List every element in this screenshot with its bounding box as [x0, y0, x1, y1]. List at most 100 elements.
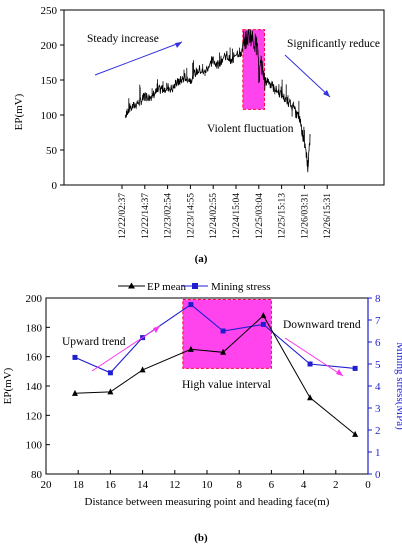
x-tick-label: 20 — [41, 479, 53, 491]
downward-trend-arrow — [284, 337, 344, 377]
x-tick-label: 12/23/02:54 — [164, 193, 174, 239]
mining-stress-line — [74, 303, 356, 374]
reduce-arrowhead — [323, 90, 330, 97]
y2-tick-label: 2 — [375, 425, 381, 437]
y2-tick-label: 1 — [375, 447, 381, 459]
panel-b-x-axis: 20 18 16 14 12 10 8 6 4 2 0 — [41, 470, 371, 491]
panel-a-y-axis: 0 50 100 150 200 250 — [41, 5, 64, 192]
panel-b-legend: EP mean Mining stress — [118, 281, 271, 293]
y2-tick-label: 8 — [375, 293, 381, 305]
y-tick-label: 0 — [52, 180, 58, 192]
high-value-interval-box — [182, 298, 272, 369]
y-tick-label: 160 — [26, 352, 43, 364]
x-tick-label: 12/24/02:55 — [209, 193, 219, 239]
x-tick-label: 4 — [301, 479, 307, 491]
y-tick-label: 140 — [26, 381, 43, 393]
high-value-interval-label: High value interval — [182, 379, 271, 391]
ep-mean-point — [352, 430, 359, 437]
y-tick-label: 150 — [41, 75, 58, 87]
mining-stress-point — [220, 328, 226, 334]
ep-mean-point — [220, 348, 227, 355]
highlight-rect — [242, 29, 265, 110]
y2-tick-label: 0 — [375, 469, 381, 481]
y-tick-label: 200 — [26, 293, 43, 305]
x-tick-label: 12/26/03:31 — [300, 193, 310, 239]
steady-increase-arrowhead — [175, 42, 182, 48]
x-tick-label: 12/23/14:55 — [186, 193, 196, 239]
y2-tick-label: 3 — [375, 403, 381, 415]
upward-trend-label: Upward trend — [62, 336, 126, 348]
x-tick-label: 2 — [333, 479, 339, 491]
reduce-arrow — [284, 54, 331, 98]
ep-mean-point — [71, 389, 78, 396]
y-tick-label: 100 — [26, 440, 43, 452]
x-tick-label: 0 — [365, 479, 371, 491]
mining-stress-point — [107, 370, 113, 376]
x-tick-label: 12/22/14:37 — [141, 193, 151, 239]
legend-stress-marker — [192, 283, 198, 289]
violent-fluctuation-label: Violent fluctuation — [207, 123, 294, 135]
downward-trend-label: Downward trend — [283, 319, 361, 331]
x-tick-label: 18 — [73, 479, 85, 491]
upward-trend-arrow — [91, 325, 161, 372]
x-tick-label: 12/24/15:04 — [232, 193, 242, 239]
y2-tick-label: 7 — [375, 315, 381, 327]
mining-stress-point — [72, 354, 78, 360]
legend-ep-marker — [128, 282, 135, 289]
panel-b-left-y-axis: 80 100 120 140 160 180 200 — [26, 293, 50, 481]
ep-mean-point — [139, 366, 146, 373]
ep-mean-point — [107, 388, 114, 395]
panel-a-caption: (a) — [195, 253, 208, 265]
upward-trend-arrowhead — [153, 326, 160, 333]
x-tick-label: 8 — [236, 479, 242, 491]
y2-tick-label: 5 — [375, 359, 381, 371]
ep-mean-point — [260, 312, 267, 319]
x-tick-label: 12/26/15:31 — [323, 193, 333, 239]
mining-stress-point — [260, 321, 266, 327]
panel-b-x-label: Distance between measuring point and hea… — [85, 496, 330, 508]
legend-stress-label: Mining stress — [211, 281, 271, 293]
ep-time-series — [125, 29, 311, 173]
significantly-reduce-label: Significantly reduce — [287, 38, 380, 50]
panel-a-frame — [63, 9, 385, 186]
y2-tick-label: 6 — [375, 337, 381, 349]
ep-mean-line — [74, 314, 356, 435]
mining-stress-point — [307, 361, 313, 367]
panel-b-y2-label: Mining stress(MPa) — [394, 342, 402, 430]
x-tick-label: 12/22/02:37 — [118, 193, 128, 239]
panel-b-y-label: EP(mV) — [2, 367, 14, 404]
x-tick-label: 14 — [137, 479, 149, 491]
panel-b-right-y-axis: 0 1 2 3 4 5 6 7 8 — [367, 293, 381, 481]
panel-b-caption: (b) — [194, 532, 208, 544]
mining-stress-point — [352, 365, 358, 371]
x-tick-label: 6 — [269, 479, 275, 491]
violent-fluctuation-box — [242, 29, 265, 110]
ep-line-path — [125, 29, 311, 173]
y-tick-label: 200 — [41, 40, 58, 52]
steady-increase-label: Steady increase — [87, 33, 159, 45]
x-tick-label: 12/25/03:04 — [255, 193, 265, 239]
y-tick-label: 80 — [31, 469, 43, 481]
panel-a-y-label: EP(mV) — [13, 93, 25, 130]
x-tick-label: 12/25/15:13 — [278, 193, 288, 239]
legend-ep-label: EP mean — [147, 281, 186, 293]
mining-stress-point — [188, 302, 194, 308]
ep-mean-point — [187, 345, 194, 352]
y-tick-label: 50 — [46, 145, 58, 157]
downward-trend-arrowhead — [336, 369, 343, 376]
x-tick-label: 10 — [202, 479, 214, 491]
y-tick-label: 120 — [26, 410, 43, 422]
x-tick-label: 12 — [169, 479, 180, 491]
panel-a-x-axis: 12/22/02:37 12/22/14:37 12/23/02:54 12/23/1… — [118, 185, 333, 239]
y-tick-label: 100 — [41, 110, 58, 122]
y2-tick-label: 4 — [375, 381, 381, 393]
y-tick-label: 250 — [41, 5, 58, 17]
ep-mean-point — [307, 394, 314, 401]
high-value-rect — [182, 298, 272, 369]
x-tick-label: 16 — [105, 479, 117, 491]
y-tick-label: 180 — [26, 322, 43, 334]
steady-increase-arrow — [94, 41, 183, 76]
